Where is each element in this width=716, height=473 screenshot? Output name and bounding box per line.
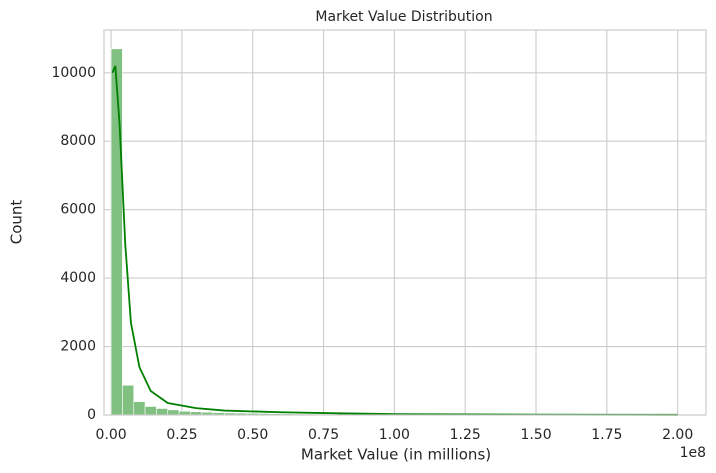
x-tick-label: 0.75: [308, 427, 339, 443]
y-tick-label: 8000: [60, 133, 96, 149]
y-tick-label: 10000: [51, 65, 96, 81]
y-tick-label: 2000: [60, 339, 96, 355]
x-tick-label: 1.75: [591, 427, 622, 443]
histogram-bar: [122, 384, 135, 416]
y-tick-label: 0: [87, 407, 96, 423]
x-axis-label: Market Value (in millions): [301, 446, 491, 464]
y-axis-label: Count: [8, 200, 26, 245]
x-tick-label: 0.00: [95, 427, 126, 443]
histogram-bar: [133, 401, 146, 416]
y-tick-label: 6000: [60, 202, 96, 218]
y-tick-label: 4000: [60, 270, 96, 286]
x-tick-label: 2.00: [662, 427, 693, 443]
histogram-bar: [156, 408, 169, 416]
histogram-bar: [110, 48, 123, 416]
x-tick-label: 0.50: [237, 427, 268, 443]
plot-frame: [103, 29, 707, 416]
chart-title: Market Value Distribution: [315, 9, 492, 25]
x-tick-label: 1.00: [379, 427, 410, 443]
kde-line: [111, 65, 678, 416]
x-tick-label: 1.25: [450, 427, 481, 443]
x-offset-label: 1e8: [680, 445, 706, 461]
histogram-bar: [144, 406, 157, 416]
histogram-bar: [167, 409, 180, 416]
x-tick-label: 1.50: [520, 427, 551, 443]
x-tick-label: 0.25: [166, 427, 197, 443]
